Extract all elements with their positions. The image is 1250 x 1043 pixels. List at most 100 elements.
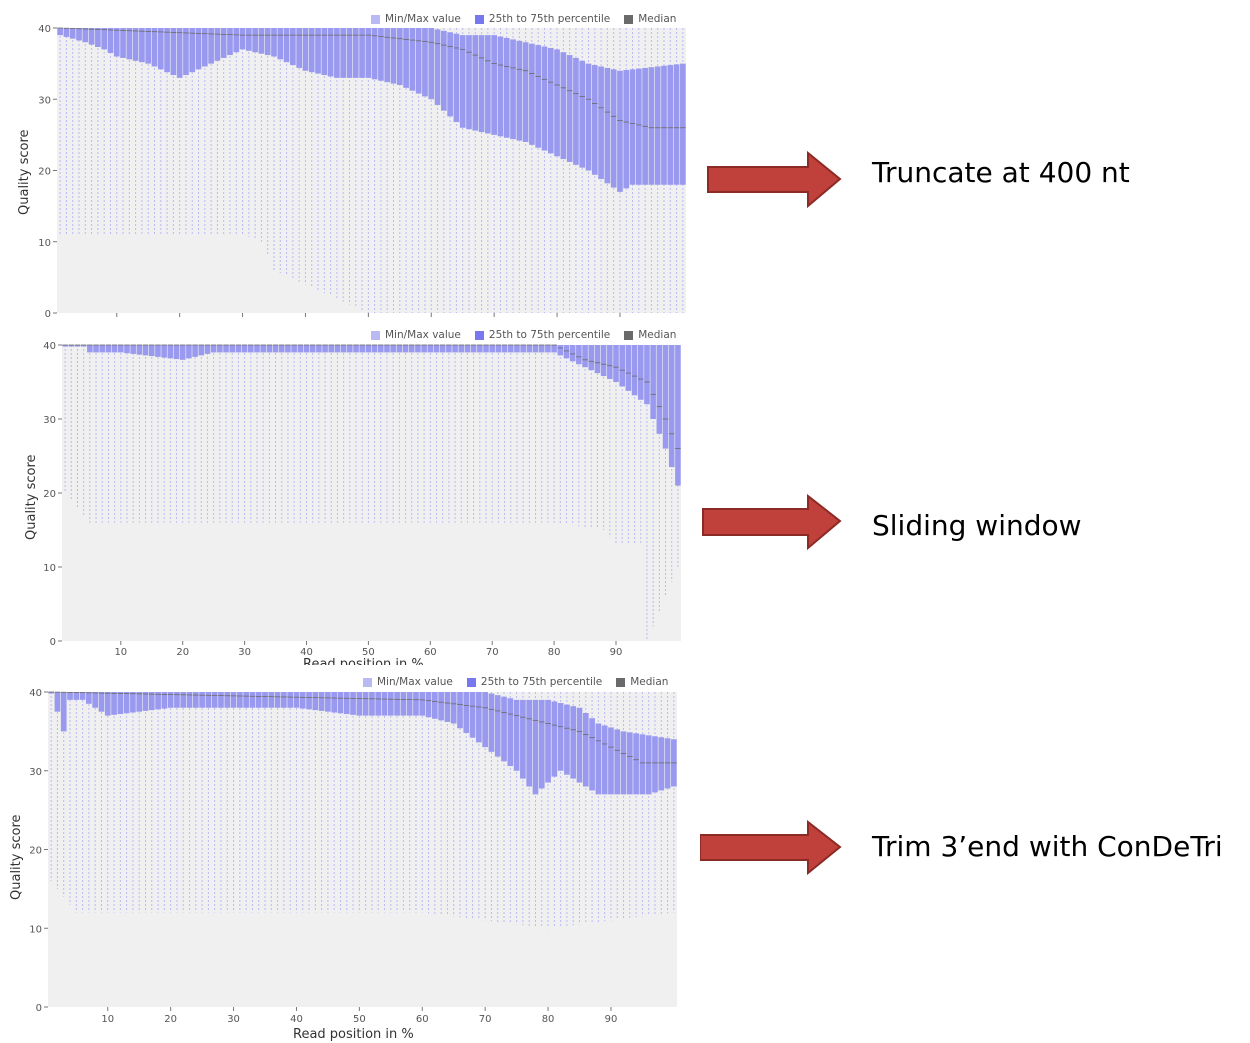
iqr-box bbox=[579, 60, 586, 168]
iqr-box bbox=[538, 345, 545, 353]
iqr-box bbox=[118, 345, 124, 353]
iqr-box bbox=[233, 28, 240, 53]
iqr-box bbox=[516, 40, 523, 141]
iqr-box bbox=[459, 35, 466, 128]
iqr-box bbox=[316, 345, 322, 353]
iqr-box bbox=[99, 345, 106, 353]
iqr-box bbox=[98, 692, 105, 712]
iqr-box bbox=[658, 737, 665, 791]
iqr-box bbox=[101, 28, 108, 50]
annotation-3: Trim 3’end with ConDeTri bbox=[700, 820, 1250, 880]
iqr-box bbox=[157, 28, 164, 70]
iqr-box bbox=[211, 692, 218, 708]
iqr-box bbox=[482, 692, 488, 748]
iqr-box bbox=[600, 345, 607, 377]
iqr-box bbox=[654, 66, 661, 185]
iqr-box bbox=[582, 345, 588, 368]
plot-background bbox=[62, 345, 681, 641]
iqr-box bbox=[180, 692, 187, 708]
legend-item-minmax: Min/Max value bbox=[371, 13, 461, 25]
iqr-box bbox=[252, 28, 258, 53]
iqr-box bbox=[402, 345, 409, 353]
legend-swatch-minmax bbox=[371, 14, 380, 24]
iqr-box bbox=[60, 692, 67, 732]
iqr-box bbox=[390, 28, 397, 84]
legend-item-median: Median bbox=[624, 329, 676, 341]
iqr-box bbox=[494, 695, 501, 757]
x-tick-label: 30 bbox=[227, 1014, 240, 1025]
iqr-box bbox=[86, 692, 92, 704]
iqr-box bbox=[613, 345, 619, 382]
iqr-box bbox=[362, 692, 369, 716]
iqr-box bbox=[551, 345, 557, 353]
iqr-box bbox=[136, 692, 143, 712]
iqr-box bbox=[532, 345, 539, 353]
iqr-box bbox=[560, 52, 567, 160]
y-tick-label: 40 bbox=[38, 24, 51, 35]
iqr-box bbox=[439, 345, 446, 353]
iqr-box bbox=[554, 49, 560, 157]
iqr-box bbox=[48, 692, 54, 694]
iqr-box bbox=[93, 345, 99, 353]
iqr-box bbox=[229, 345, 236, 353]
iqr-box bbox=[312, 692, 319, 711]
y-axis-label: Quality score bbox=[9, 814, 24, 900]
y-tick-label: 20 bbox=[43, 489, 56, 500]
iqr-box bbox=[507, 345, 514, 353]
iqr-box bbox=[656, 345, 663, 434]
y-axis-label: Quality score bbox=[24, 454, 39, 540]
iqr-box bbox=[123, 692, 130, 714]
boxplot-chart-3: 0 10 20 30 40 10 20 30 40 50 60 70 80 90 bbox=[29, 688, 677, 1025]
iqr-box bbox=[167, 345, 174, 359]
boxplot-chart-1: 0 10 20 30 40 bbox=[38, 24, 686, 320]
y-tick-label: 30 bbox=[38, 95, 51, 106]
legend-item-iqr: 25th to 75th percentile bbox=[466, 676, 602, 688]
iqr-box bbox=[375, 692, 382, 716]
iqr-box bbox=[444, 692, 451, 722]
iqr-box bbox=[223, 345, 229, 353]
x-tick-label: 10 bbox=[114, 647, 127, 658]
iqr-box bbox=[287, 692, 293, 708]
iqr-box bbox=[254, 345, 260, 353]
y-tick-label: 10 bbox=[43, 563, 56, 574]
iqr-box bbox=[281, 692, 287, 708]
x-tick-label: 20 bbox=[176, 647, 189, 658]
legend-swatch-median bbox=[624, 330, 634, 340]
iqr-box bbox=[145, 28, 152, 64]
chart-legend: Min/Max value 25th to 75th percentile Me… bbox=[371, 13, 676, 25]
iqr-box bbox=[438, 692, 444, 721]
iqr-box bbox=[237, 692, 243, 708]
iqr-box bbox=[667, 65, 674, 185]
legend-swatch-minmax bbox=[371, 330, 380, 340]
y-tick-label: 30 bbox=[29, 767, 42, 778]
iqr-box bbox=[513, 699, 520, 771]
iqr-box bbox=[662, 345, 669, 449]
iqr-box bbox=[396, 345, 403, 353]
iqr-box bbox=[472, 35, 479, 131]
y-tick-label: 0 bbox=[45, 309, 51, 320]
iqr-box bbox=[132, 28, 139, 61]
iqr-box bbox=[526, 345, 533, 353]
iqr-box bbox=[359, 28, 365, 78]
iqr-box bbox=[347, 345, 353, 353]
iqr-box bbox=[126, 28, 133, 60]
iqr-box bbox=[239, 28, 246, 50]
iqr-box bbox=[315, 28, 321, 74]
iqr-box bbox=[246, 28, 252, 51]
iqr-box bbox=[195, 28, 202, 70]
iqr-box bbox=[614, 729, 621, 795]
iqr-box bbox=[453, 33, 460, 123]
iqr-box bbox=[302, 28, 309, 71]
x-axis-label: Read position in % bbox=[303, 657, 424, 665]
iqr-box bbox=[415, 28, 422, 94]
iqr-box bbox=[183, 28, 189, 76]
iqr-box bbox=[321, 28, 328, 76]
iqr-box bbox=[356, 692, 363, 716]
iqr-box bbox=[277, 28, 284, 60]
iqr-box bbox=[501, 696, 507, 762]
iqr-box bbox=[601, 725, 608, 795]
annotation-text: Trim 3’end with ConDeTri bbox=[872, 830, 1223, 863]
iqr-box bbox=[264, 28, 271, 56]
iqr-box bbox=[290, 28, 296, 66]
annotation-2: Sliding window bbox=[700, 494, 1250, 554]
